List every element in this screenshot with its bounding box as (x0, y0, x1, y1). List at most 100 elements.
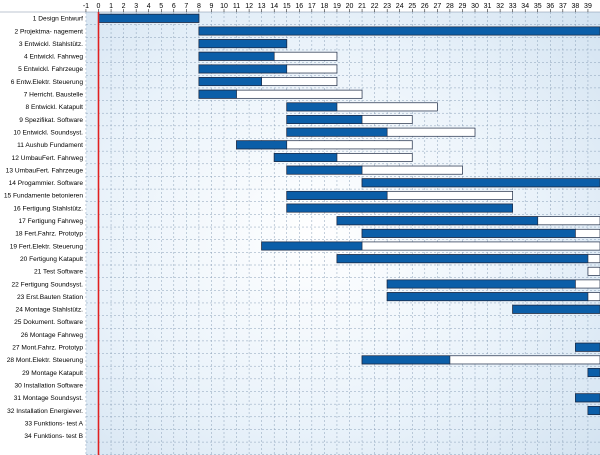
task-label: 8 Entwickl. Katapult (25, 104, 83, 111)
tick-label: 11 (233, 3, 240, 10)
task-progress-bar (361, 178, 600, 188)
task-label: 3 Entwickl. Stahlstütz. (19, 41, 83, 48)
tick-label: 24 (396, 3, 404, 10)
tick-label: 3 (134, 3, 138, 10)
grid (85, 12, 600, 455)
task-label: 1 Design Entwurf (33, 16, 83, 23)
task-progress-bar (261, 241, 363, 251)
task-progress-bar (286, 203, 513, 213)
task-progress-bar (336, 216, 539, 226)
task-labels: 1 Design Entwurf 2 Projektma- nagement 3 E… (4, 16, 84, 440)
tick-label: -1 (83, 3, 89, 10)
tick-label: 29 (459, 3, 467, 10)
task-label: 6 Entw.Elektr. Steuerung (11, 79, 84, 86)
task-label: 29 Montage Katapult (22, 370, 83, 377)
task-label: 9 Spezifikat. Software (19, 117, 83, 124)
tick-label: 1 (109, 3, 113, 10)
tick-label: 6 (172, 3, 176, 10)
task-label: 4 Entwickl. Fahrweg (24, 54, 83, 61)
task-label: 24 Montage Stahlstütz. (16, 307, 84, 314)
tick-label: 27 (433, 3, 441, 10)
task-progress-bar (198, 39, 288, 49)
task-label: 21 Test Software (34, 269, 83, 276)
tick-label: 12 (245, 3, 253, 10)
task-progress-bar (286, 190, 388, 200)
task-progress-bar (198, 26, 600, 36)
task-progress-bar (361, 355, 451, 365)
task-label: 17 Fertigung Fahrweg (18, 218, 83, 225)
tick-label: 5 (159, 3, 163, 10)
task-label: 34 Funktions- test B (24, 433, 83, 440)
task-progress-bar (587, 368, 600, 377)
task-progress-bar (286, 115, 363, 124)
tick-label: 31 (484, 3, 492, 10)
task-label: 27 Mont.Fahrz. Prototyp (12, 345, 83, 352)
tick-label: 7 (184, 3, 188, 10)
tick-label: 35 (534, 3, 542, 10)
task-label: 11 Aushub Fundament (17, 142, 83, 149)
task-bar (587, 266, 600, 276)
tick-label: 9 (209, 3, 213, 10)
task-label: 28 Mont.Elektr. Steuerung (7, 357, 84, 364)
task-label: 10 Entwickl. Soundsyst. (13, 129, 83, 136)
task-label: 13 UmbauFert. Fahrzeuge (6, 167, 84, 174)
tick-label: 15 (283, 3, 291, 10)
tick-label: 14 (270, 3, 278, 10)
tick-label: 25 (408, 3, 416, 10)
task-progress-bar (512, 304, 600, 314)
task-progress-bar (273, 153, 338, 162)
task-label: 20 Fertigung Katapult (20, 256, 83, 263)
tick-label: 4 (147, 3, 151, 10)
tick-label: 21 (358, 3, 366, 10)
task-label: 33 Funktions- test A (25, 420, 84, 427)
tick-label: 23 (383, 3, 391, 10)
x-axis-header: -1 0 1 2 3 4 5 6 7 8 9 10 11 12 13 14 15 16 17 18 19 20 21 22 23… (0, 0, 600, 13)
tick-label: 13 (258, 3, 266, 10)
tick-label: 2 (122, 3, 126, 10)
task-progress-bar (198, 51, 275, 61)
task-label: 2 Projektma- nagement (14, 28, 83, 35)
tick-label: 28 (446, 3, 454, 10)
task-progress-bar (286, 165, 363, 175)
task-progress-bar (336, 254, 589, 264)
task-label: 5 Entwickl. Fahrzeuge (18, 66, 83, 73)
task-bars (98, 13, 600, 415)
tick-label: 33 (509, 3, 517, 10)
task-progress-bar (236, 140, 288, 150)
tick-label: 8 (197, 3, 201, 10)
tick-label: 26 (421, 3, 429, 10)
tick-label: 30 (471, 3, 479, 10)
tick-label: 36 (546, 3, 554, 10)
task-progress-bar (587, 406, 600, 415)
task-label: 22 Fertigung Soundsyst. (12, 281, 84, 288)
task-progress-bar (575, 393, 600, 403)
task-label: 30 Installation Software (14, 382, 83, 389)
tick-label: 20 (346, 3, 354, 10)
task-progress-bar (198, 64, 288, 74)
task-progress-bar (286, 127, 388, 137)
task-progress-bar (361, 228, 576, 238)
task-label: 31 Montage Soundsyst. (14, 395, 83, 402)
task-progress-bar (575, 342, 600, 352)
tick-label: 22 (371, 3, 379, 10)
task-label: 14 Progammier. Software (9, 180, 84, 187)
task-label: 23 Erst.Bauten Station (17, 294, 83, 301)
task-label: 16 Fertigung Stahlstütz. (13, 205, 83, 212)
tick-label: 19 (333, 3, 341, 10)
tick-label: 39 (584, 3, 592, 10)
tick-label: 34 (521, 3, 529, 10)
task-label: 12 UmbauFert. Fahrweg (12, 155, 84, 162)
tick-label: 32 (496, 3, 504, 10)
tick-label: 38 (572, 3, 580, 10)
task-progress-bar (98, 13, 200, 23)
tick-label: 10 (220, 3, 228, 10)
tick-label: 16 (295, 3, 303, 10)
tick-label: 0 (97, 3, 101, 10)
task-progress-bar (198, 77, 262, 87)
task-label: 32 Installation Energiever. (7, 408, 83, 415)
tick-label: 37 (559, 3, 567, 10)
task-label: 7 Herricht. Baustelle (24, 92, 84, 99)
task-label: 19 Fert.Elektr. Steuerung (10, 243, 84, 250)
task-label: 26 Montage Fahrweg (21, 332, 84, 339)
